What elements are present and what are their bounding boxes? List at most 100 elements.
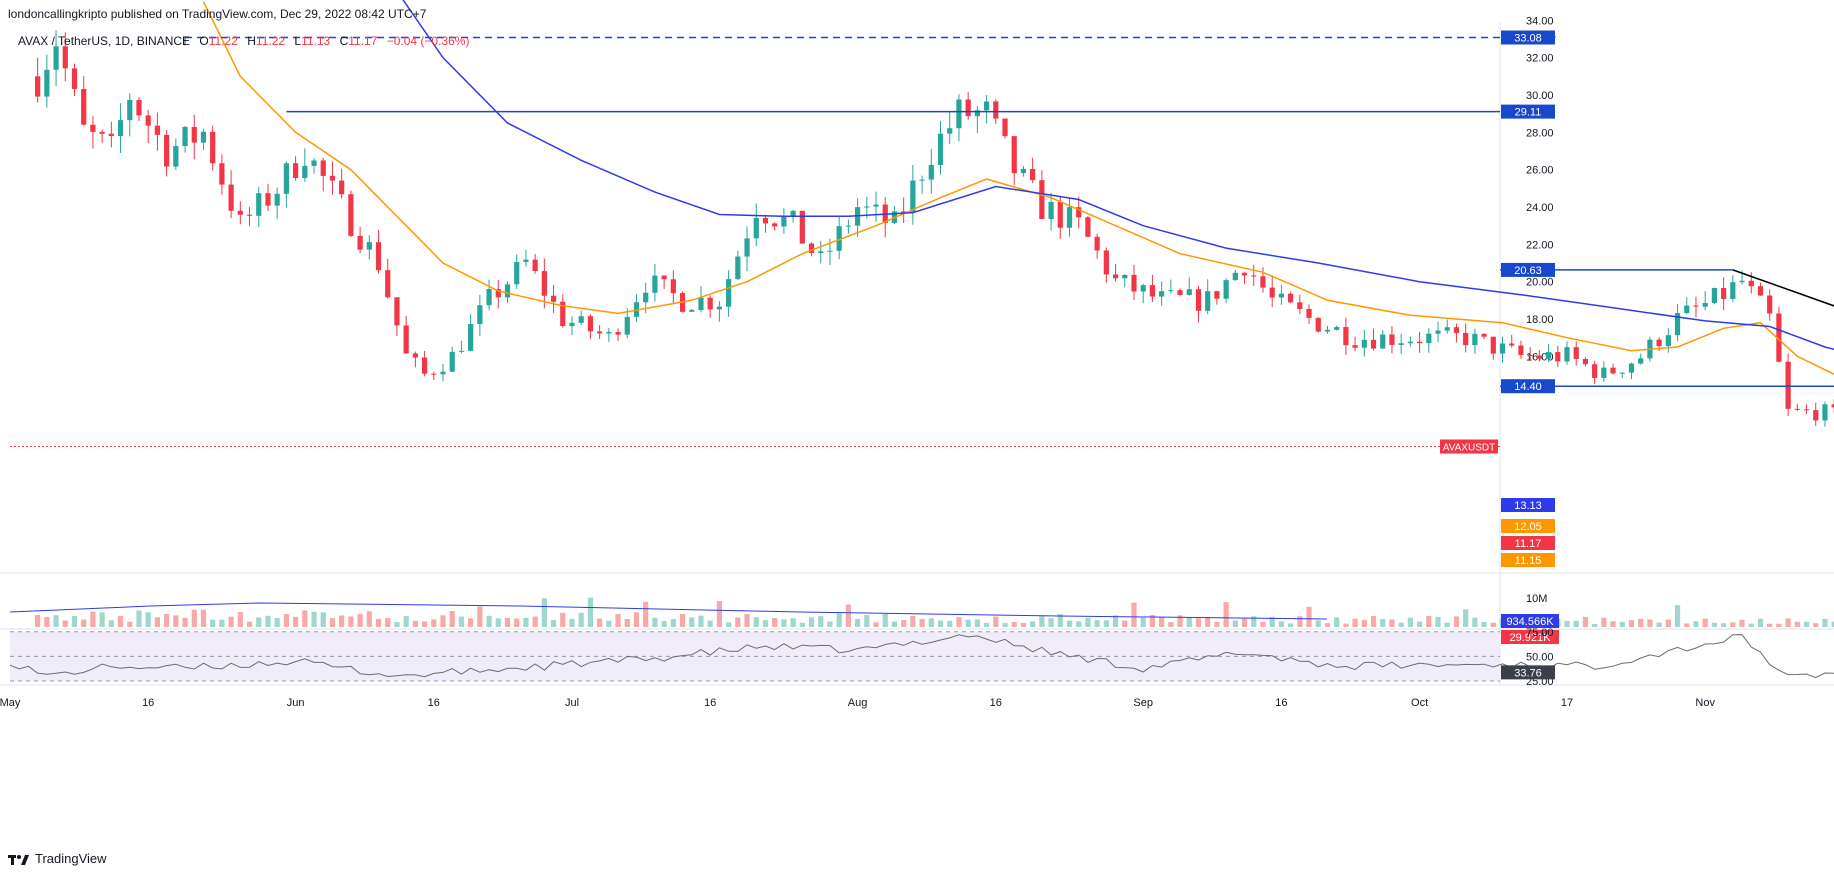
candle-body bbox=[1757, 286, 1764, 296]
volume-bar bbox=[716, 601, 723, 627]
volume-bar bbox=[1241, 618, 1248, 627]
volume-bar bbox=[265, 615, 271, 627]
candle-body bbox=[901, 211, 907, 213]
candle-body bbox=[366, 242, 372, 250]
volume-bar bbox=[1168, 622, 1174, 627]
volume-bar bbox=[191, 609, 197, 627]
volume-bar bbox=[689, 617, 695, 627]
volume-bar bbox=[974, 619, 980, 627]
price-tag-label: 13.13 bbox=[1514, 500, 1542, 512]
candle-body bbox=[1269, 287, 1275, 298]
candle-body bbox=[1582, 358, 1589, 365]
volume-bar bbox=[1260, 621, 1266, 627]
volume-bar bbox=[1002, 623, 1008, 627]
volume-bar bbox=[965, 619, 971, 627]
candle-body bbox=[661, 275, 667, 280]
time-tick-label: 17 bbox=[1561, 697, 1573, 709]
candle-body bbox=[1509, 343, 1515, 346]
candle-body bbox=[1085, 217, 1091, 237]
volume-bar bbox=[624, 618, 630, 627]
volume-bar bbox=[1601, 617, 1607, 627]
volume-bar bbox=[320, 612, 326, 627]
candle-body bbox=[1435, 330, 1441, 334]
candle-body bbox=[606, 331, 612, 334]
time-tick-label: 16 bbox=[704, 697, 716, 709]
candle-body bbox=[1306, 308, 1312, 318]
candle-body bbox=[1076, 207, 1082, 218]
rsi-tick-label: 50.00 bbox=[1526, 651, 1554, 663]
volume-bar bbox=[366, 611, 372, 627]
candle-body bbox=[597, 331, 603, 334]
symbol-tag-box bbox=[1440, 439, 1498, 454]
volume-bar bbox=[1315, 620, 1321, 627]
rsi-tick-label: 75.00 bbox=[1526, 627, 1554, 639]
price-tag-label: 11.15 bbox=[1515, 555, 1542, 567]
candle-body bbox=[532, 259, 538, 272]
candle-body bbox=[965, 99, 971, 117]
volume-bar bbox=[35, 614, 41, 627]
volume-bar bbox=[1803, 621, 1810, 627]
candle-body bbox=[108, 133, 114, 137]
volume-bar bbox=[1306, 606, 1312, 627]
candle-body bbox=[1131, 274, 1137, 292]
volume-bar bbox=[1177, 615, 1183, 627]
candle-body bbox=[670, 279, 676, 294]
price-tick-label: 26.00 bbox=[1526, 165, 1554, 177]
candle-body bbox=[1288, 293, 1294, 303]
volume-bar bbox=[210, 619, 216, 627]
high-label: H bbox=[247, 34, 256, 48]
candle-body bbox=[1241, 272, 1248, 276]
volume-bar bbox=[1711, 622, 1718, 627]
volume-bar bbox=[1472, 617, 1478, 627]
volume-bar bbox=[1232, 620, 1238, 627]
volume-bar bbox=[1334, 617, 1340, 627]
volume-bar bbox=[348, 616, 354, 627]
candle-body bbox=[1205, 291, 1211, 311]
volume-bar bbox=[1582, 616, 1589, 627]
candle-body bbox=[1739, 280, 1745, 283]
candle-body bbox=[1140, 285, 1146, 292]
close-label: C bbox=[339, 34, 349, 48]
candle-body bbox=[1573, 347, 1579, 359]
volume-bar bbox=[1085, 617, 1091, 627]
candle-body bbox=[1389, 334, 1395, 345]
candle-body bbox=[1730, 282, 1736, 299]
volume-bar bbox=[1721, 623, 1727, 627]
candle-body bbox=[983, 101, 990, 111]
time-tick-label: Oct bbox=[1411, 697, 1428, 709]
volume-bar bbox=[1140, 617, 1146, 627]
candle-body bbox=[1030, 168, 1036, 181]
candles-layer bbox=[35, 30, 1834, 427]
tradingview-logo[interactable]: TradingView bbox=[8, 851, 107, 866]
candle-body bbox=[864, 206, 870, 208]
candle-body bbox=[1232, 272, 1238, 281]
candle-body bbox=[1057, 201, 1063, 228]
candle-body bbox=[910, 180, 916, 212]
candle-body bbox=[1481, 333, 1487, 337]
volume-bar bbox=[873, 622, 879, 627]
candle-body bbox=[35, 76, 41, 97]
volume-bar bbox=[606, 620, 612, 627]
symbol-title[interactable]: AVAX / TetherUS, 1D, BINANCE bbox=[18, 34, 191, 48]
candle-body bbox=[164, 134, 170, 167]
candle-body bbox=[1334, 327, 1340, 330]
candle-body bbox=[385, 270, 391, 298]
volume-bar bbox=[394, 622, 400, 627]
volume-bar bbox=[1490, 622, 1496, 627]
volume-bar bbox=[458, 616, 465, 627]
volume-bar bbox=[311, 611, 317, 627]
candle-body bbox=[311, 160, 317, 166]
volume-bar bbox=[468, 618, 474, 627]
volume-bar bbox=[587, 597, 594, 627]
volume-bar bbox=[1297, 616, 1303, 627]
candle-body bbox=[173, 146, 179, 167]
volume-bar bbox=[1324, 623, 1331, 627]
volume-bar bbox=[1610, 621, 1616, 627]
volume-bar bbox=[228, 616, 234, 627]
volume-average-line bbox=[9, 602, 1328, 620]
candle-body bbox=[818, 251, 824, 254]
volume-bar bbox=[845, 604, 851, 627]
candle-body bbox=[1048, 201, 1054, 220]
candle-body bbox=[1776, 313, 1782, 362]
